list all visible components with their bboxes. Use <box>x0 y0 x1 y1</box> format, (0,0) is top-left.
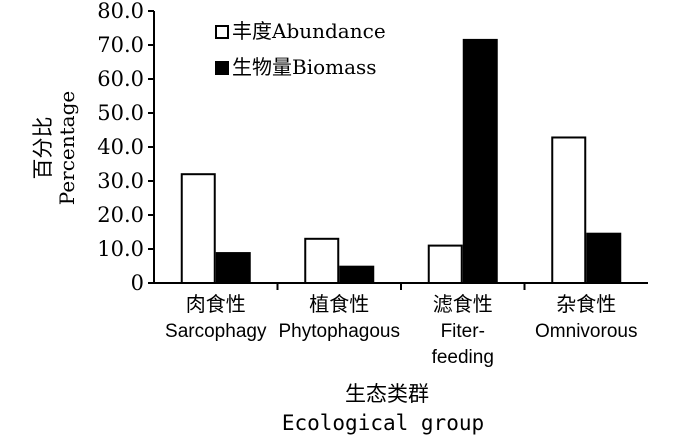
x-category-label: Omnivorous <box>535 321 637 342</box>
bar-biomass <box>339 265 375 284</box>
x-category-label: 植食性 <box>309 292 369 316</box>
x-categories: 肉食性 Sarcophagy 植食性 Phytophagous 滤食性 Fiter-fee… <box>165 283 637 368</box>
x-category-label: 杂食性 <box>556 292 616 316</box>
y-tick-label: 0 <box>131 271 144 295</box>
legend: 丰度Abundance 生物量Biomass <box>215 19 386 79</box>
y-axis-label-cn: 百分比 <box>31 117 55 180</box>
y-tick-label: 20.0 <box>97 203 144 227</box>
bar-abundance <box>427 244 463 285</box>
x-category-label: feeding <box>432 347 494 368</box>
x-category-label: Phytophagous <box>279 321 401 342</box>
x-axis-label-en: Ecological group <box>282 411 484 435</box>
legend-label: 生物量Biomass <box>232 55 377 79</box>
y-tick-label: 30.0 <box>97 169 144 193</box>
y-axis-label-en: Percentage <box>55 91 79 205</box>
bar-biomass <box>215 252 251 285</box>
legend-label: 丰度Abundance <box>232 19 386 43</box>
bar-abundance <box>180 173 216 284</box>
y-tick-label: 70.0 <box>97 33 144 57</box>
x-category-label: 肉食性 <box>186 292 246 316</box>
x-category-label: Sarcophagy <box>165 321 267 342</box>
y-tick-label: 40.0 <box>97 135 144 159</box>
y-ticks: 0 10.0 20.0 30.0 40.0 50.0 60.0 70.0 80.0 <box>97 0 154 295</box>
x-category-label: Fiter- <box>441 321 485 342</box>
bar-biomass <box>586 232 622 284</box>
y-tick-label: 80.0 <box>97 0 144 23</box>
bar-abundance <box>551 136 587 284</box>
x-category-label: 滤食性 <box>433 292 493 316</box>
bar-abundance <box>304 237 340 285</box>
x-axis-label-cn: 生态类群 <box>345 382 429 406</box>
bars <box>180 38 622 285</box>
legend-swatch <box>215 61 229 75</box>
y-tick-label: 10.0 <box>97 237 144 261</box>
y-tick-label: 60.0 <box>97 67 144 91</box>
legend-swatch <box>215 25 229 39</box>
y-tick-label: 50.0 <box>97 101 144 125</box>
bar-biomass <box>462 38 498 285</box>
